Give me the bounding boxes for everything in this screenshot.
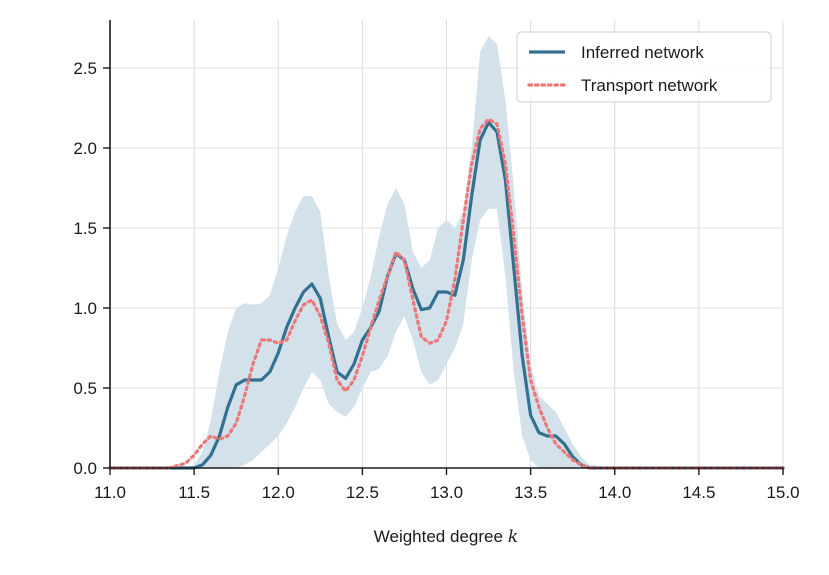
x-tick-label: 13.5 — [514, 483, 547, 502]
legend-label-inferred-network: Inferred network — [581, 43, 704, 62]
x-tick-label: 11.5 — [178, 483, 210, 502]
x-tick-label: 14.0 — [598, 483, 631, 502]
x-axis-label-text: Weighted degree — [374, 527, 503, 546]
legend-frame — [516, 31, 772, 103]
series-layer — [108, 117, 785, 470]
y-tick-label: 2.0 — [73, 139, 97, 158]
series-line-transport-network — [108, 117, 785, 470]
x-axis-ticks: 11.0 11.5 12.0 12.5 13.0 13.5 14.0 14.5 15.0 — [94, 468, 800, 502]
x-axis-label: Weighted degree k — [374, 527, 518, 547]
x-tick-label: 12.0 — [262, 483, 295, 502]
x-tick-label: 11.0 — [94, 483, 126, 502]
x-axis-variable: k — [508, 527, 518, 547]
y-axis-ticks: 0.0 0.5 1.0 1.5 2.0 2.5 — [73, 59, 110, 478]
confidence-band-layer — [110, 36, 783, 468]
y-tick-label: 1.0 — [73, 299, 97, 318]
x-tick-label: 14.5 — [682, 483, 715, 502]
y-tick-label: 0.5 — [73, 379, 97, 398]
y-tick-label: 1.5 — [73, 219, 97, 238]
x-tick-label: 13.0 — [430, 483, 463, 502]
x-tick-label: 15.0 — [766, 483, 799, 502]
y-tick-label: 2.5 — [73, 59, 97, 78]
series-line-inferred-network — [108, 120, 785, 470]
y-tick-label: 0.0 — [73, 459, 97, 478]
legend: Inferred network Transport network — [516, 31, 772, 103]
x-tick-label: 12.5 — [346, 483, 379, 502]
legend-label-transport-network: Transport network — [581, 76, 718, 95]
confidence-band — [110, 36, 783, 468]
